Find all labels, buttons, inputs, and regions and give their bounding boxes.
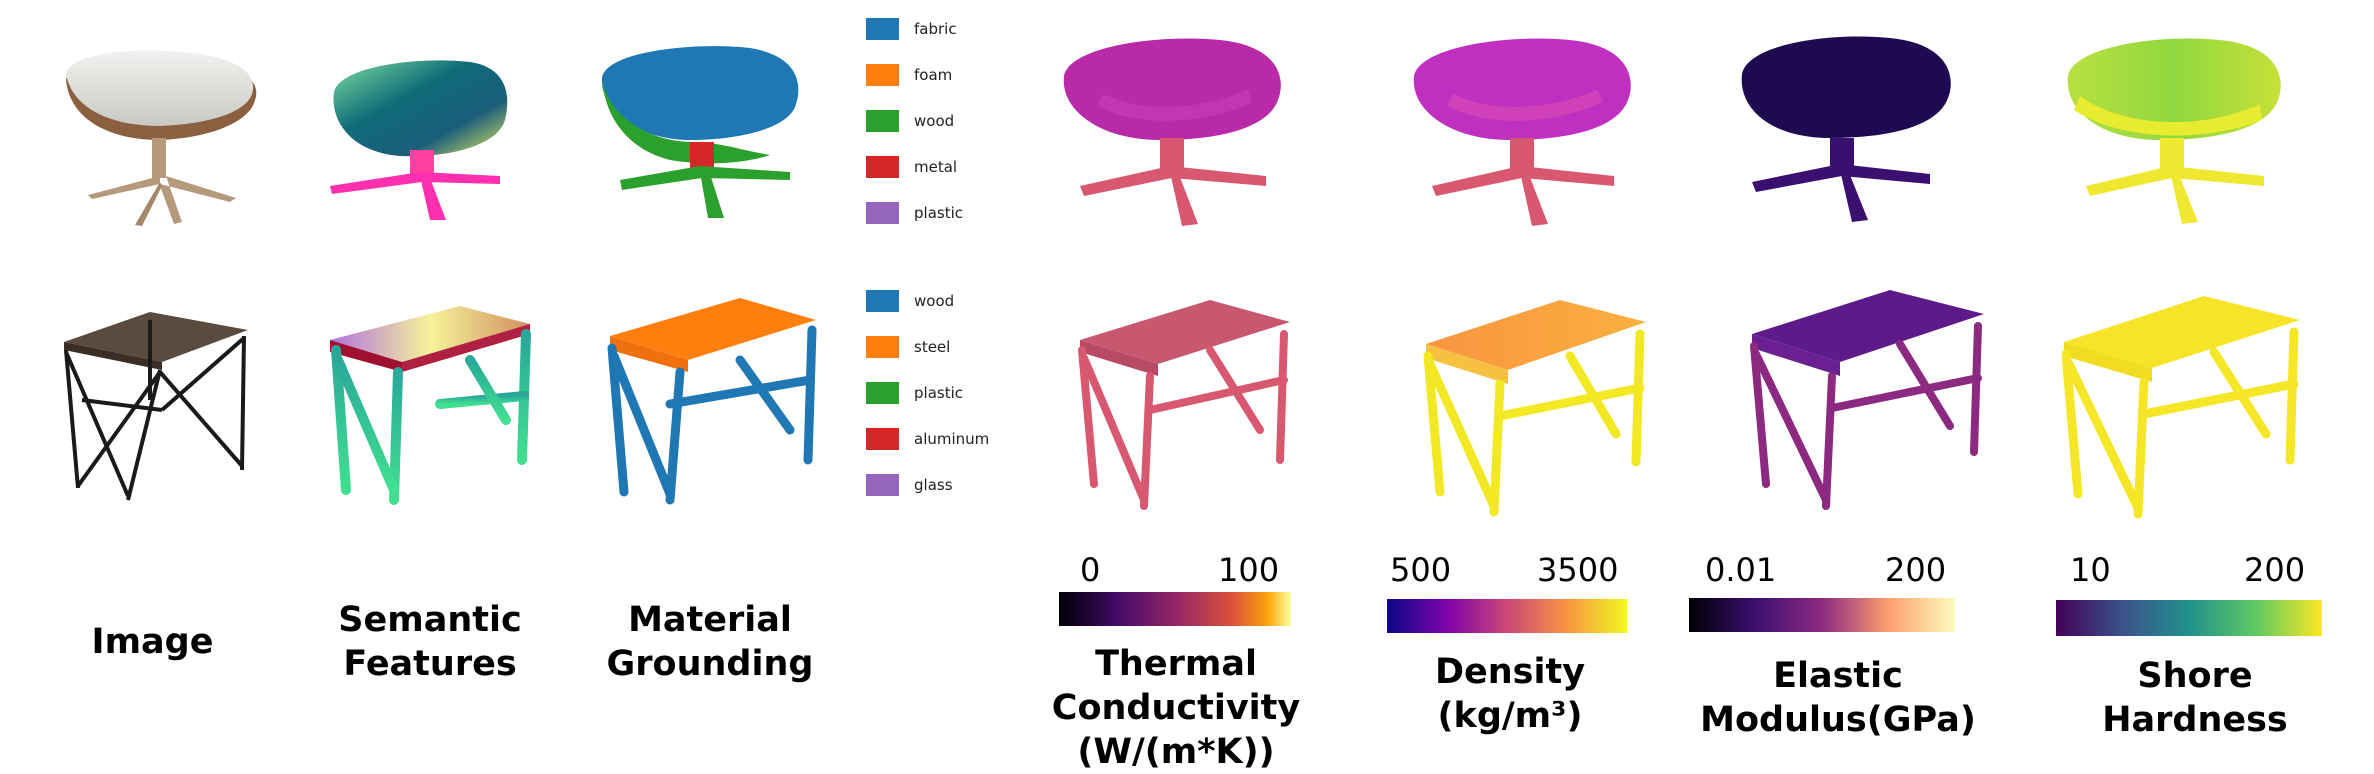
legend-label: plastic [914,384,963,402]
legend-item-steel: steel [866,335,950,359]
ottoman-thermal-conductivity [1063,38,1281,226]
legend-swatch [866,336,899,358]
shore-min-tick: 10 [2070,551,2111,589]
desk-shore-hardness [2061,296,2300,519]
legend-swatch [866,110,899,132]
shore-colorbar [2056,600,2322,636]
column-title-semantic: Semantic Features [320,598,540,686]
legend-item-aluminum: aluminum [866,427,989,451]
column-title-material: Material Grounding [600,598,820,686]
legend-item-wood: wood [866,109,954,133]
legend-label: metal [914,158,958,176]
legend-swatch [866,428,899,450]
shore-max-tick: 200 [2244,551,2306,589]
legend-label: steel [914,338,951,356]
legend-swatch [866,382,899,404]
legend-item-fabric: fabric [866,17,957,41]
desk-material-grounding [607,298,817,505]
density-max-tick: 3500 [1537,551,1619,589]
density-title: Density (kg/m³) [1360,650,1660,738]
legend-swatch [866,64,899,86]
desk-thermal-conductivity [1078,300,1290,510]
legend-item-plastic: plastic [866,201,963,225]
column-title-line: Elastic Modulus(GPa) [1700,656,1976,740]
legend-swatch [866,156,899,178]
desk-elastic-modulus [1750,290,1984,510]
legend-swatch [866,474,899,496]
density-min-tick: 500 [1390,551,1452,589]
desk-photo [64,312,248,501]
desk-semantic-features [330,306,531,505]
shore-title: Shore Hardness [2050,654,2340,742]
desk-density [1423,300,1646,517]
elastic-max-tick: 200 [1885,551,1947,589]
density-colorbar [1387,599,1627,633]
legend-item-wood: wood [866,289,954,313]
legend-item-glass: glass [866,473,953,497]
legend-item-metal: metal [866,155,957,179]
ottoman-elastic-modulus [1741,36,1951,222]
thermal-title: Thermal Conductivity (W/(m*K)) [966,642,1386,774]
thermal-max-tick: 100 [1218,551,1280,589]
legend-label: wood [914,292,955,310]
elastic-min-tick: 0.01 [1705,551,1777,589]
ottoman-semantic-features [330,60,508,220]
legend-item-plastic: plastic [866,381,963,405]
column-title-line: Features [343,644,517,684]
legend-swatch [866,202,899,224]
column-title-line: Thermal Conductivity [1051,644,1301,728]
ottoman-material-grounding [601,46,799,218]
ottoman-density [1413,38,1631,226]
legend-swatch [866,290,899,312]
legend-label: aluminum [914,430,990,448]
legend-label: plastic [914,204,963,222]
legend-label: fabric [914,20,957,38]
legend-label: wood [914,112,955,130]
column-title-image: Image [60,620,245,664]
column-title-line: (W/(m*K)) [1077,732,1275,772]
elastic-colorbar [1689,598,1955,632]
column-title-line: Material [628,600,792,640]
legend-swatch [866,18,899,40]
ottoman-shore-hardness [2067,38,2281,224]
thermal-colorbar [1059,592,1291,626]
column-title-text: Image [91,622,214,662]
column-title-line: Shore Hardness [2102,656,2288,740]
column-title-line: Grounding [606,644,814,684]
column-title-line: Semantic [338,600,522,640]
ottoman-photo [66,50,257,226]
legend-item-foam: foam [866,63,952,87]
elastic-title: Elastic Modulus(GPa) [1648,654,2028,742]
legend-label: glass [914,476,953,494]
legend-label: foam [914,66,953,84]
thermal-min-tick: 0 [1080,551,1101,589]
column-title-line: Density (kg/m³) [1434,652,1586,736]
